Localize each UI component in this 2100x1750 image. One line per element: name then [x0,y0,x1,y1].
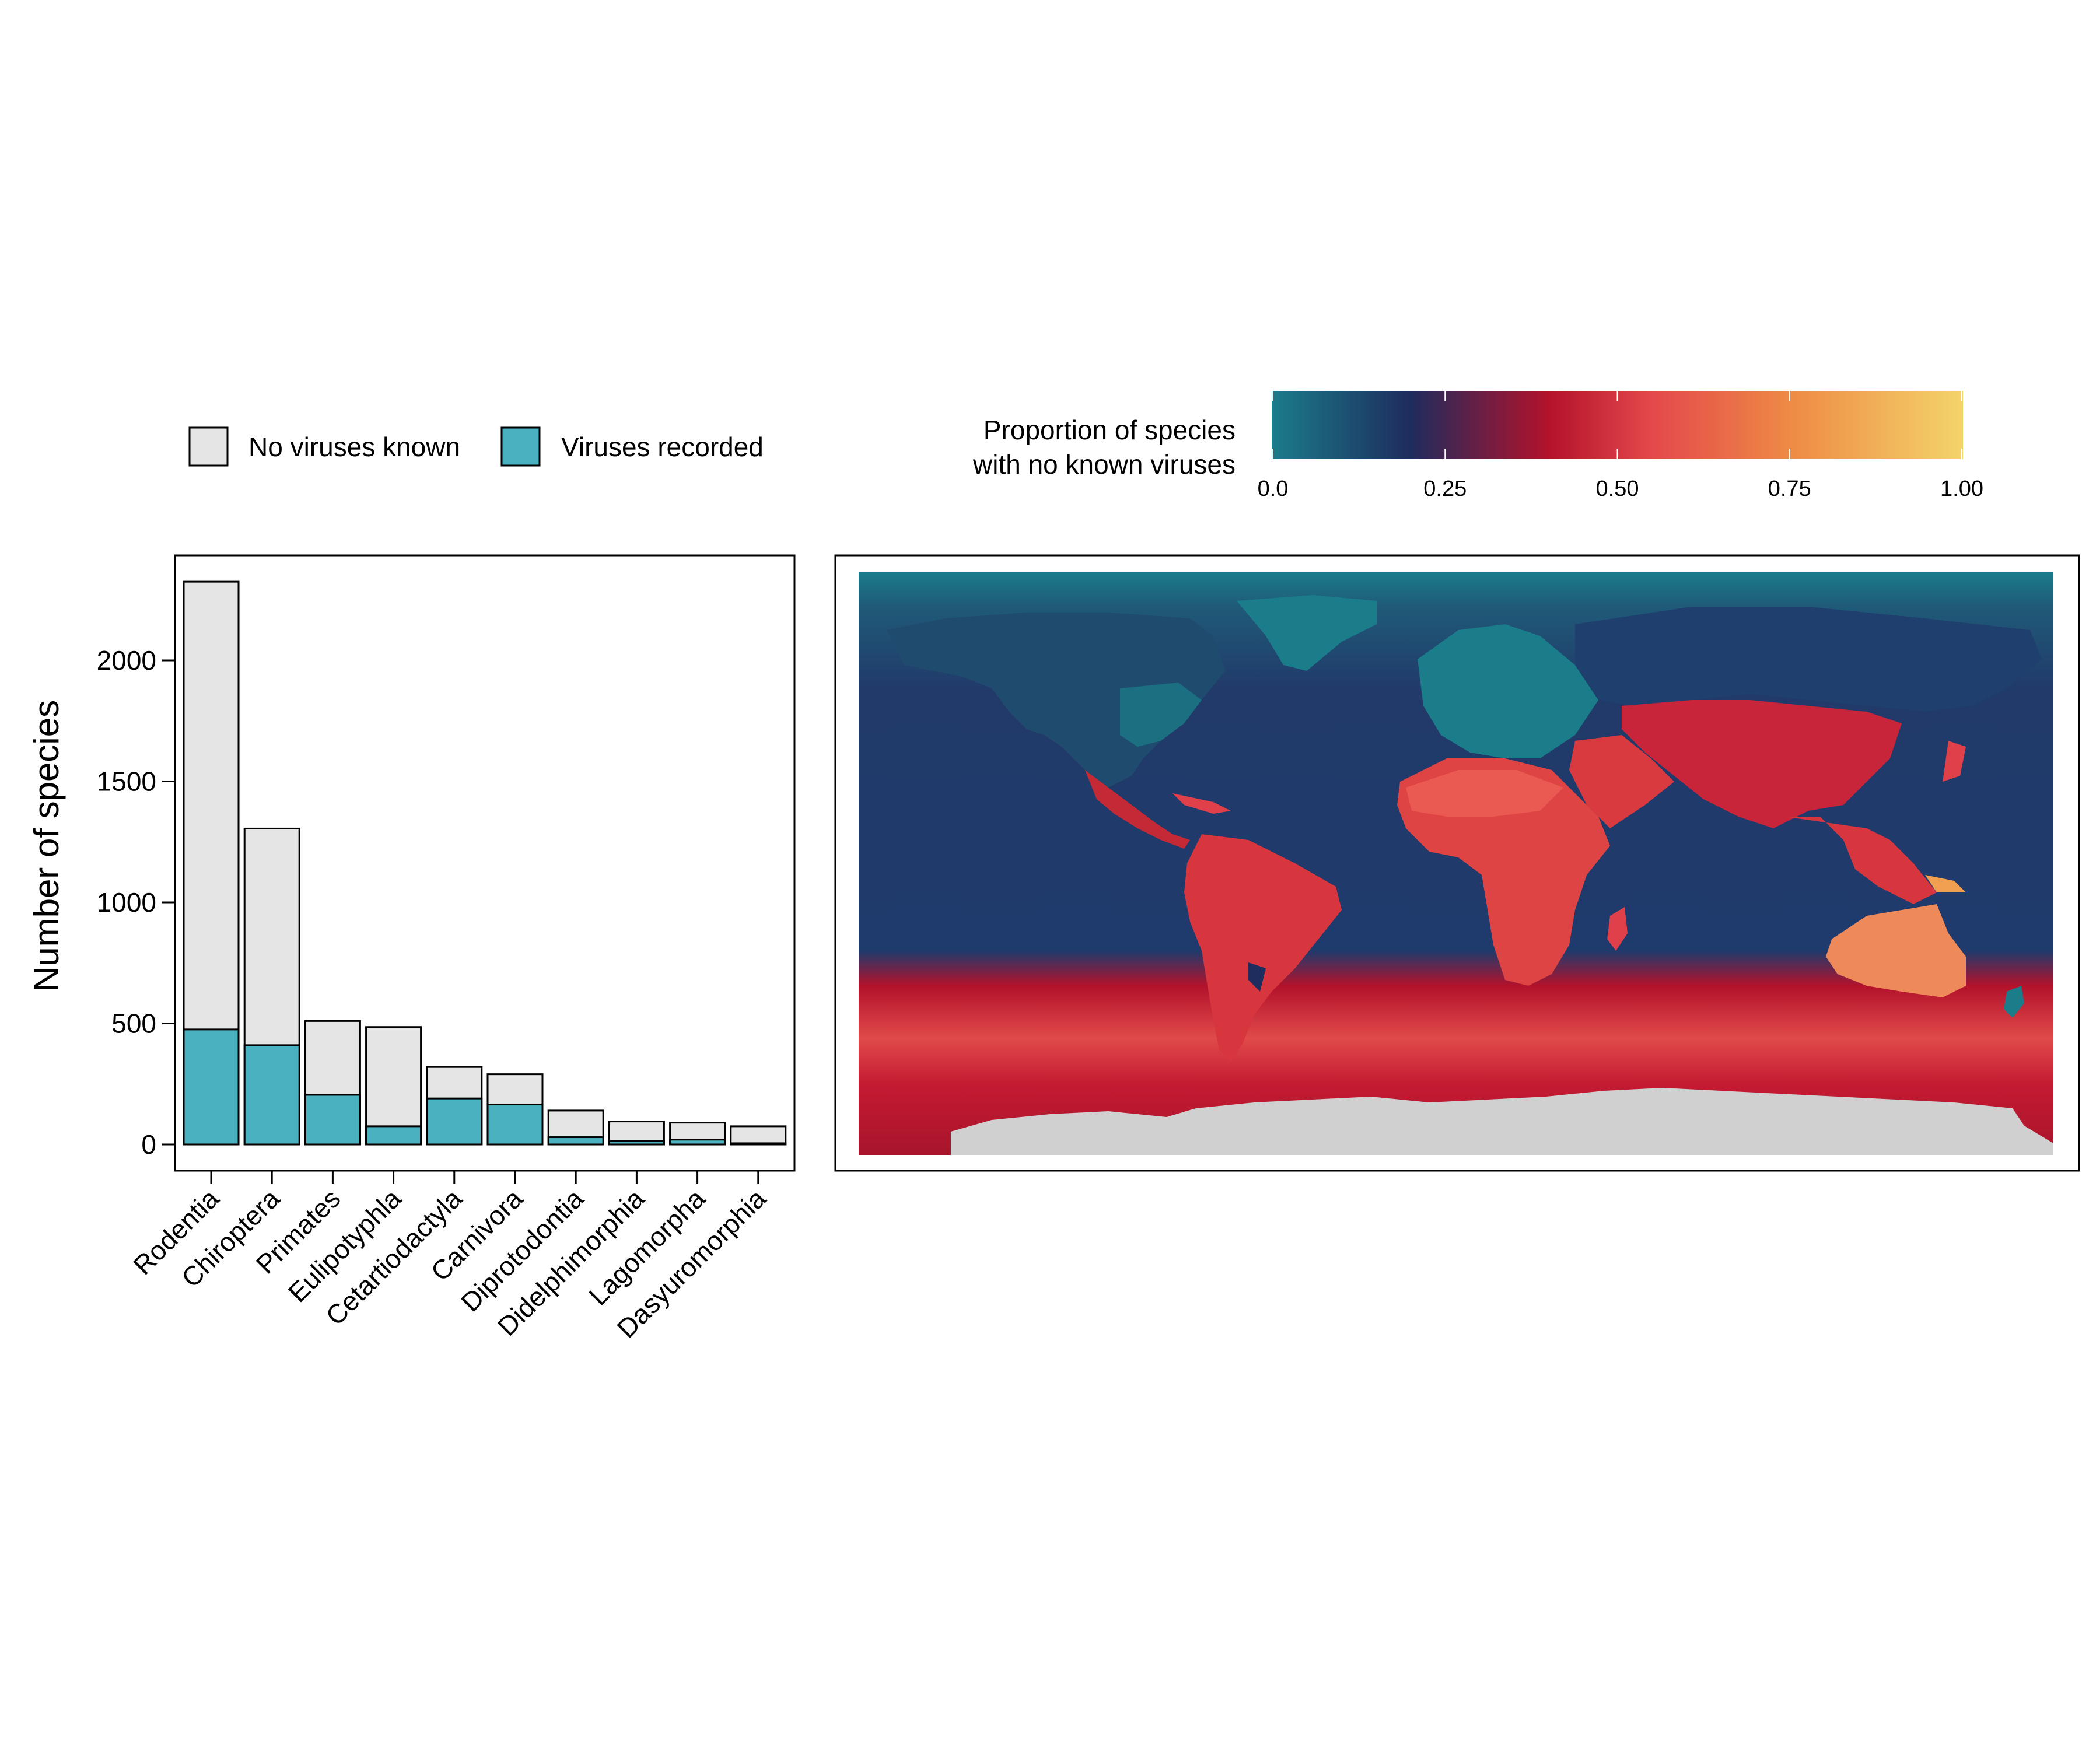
bars [183,580,787,1146]
colorbar-tick-label: 1.00 [1940,477,1983,501]
x-axis: RodentiaChiropteraPrimatesEulipotyphlaCe… [127,1171,772,1344]
europe [1418,624,1598,758]
colorbar-title-line1: Proportion of species [984,415,1236,445]
bar-viruses-recorded [183,1028,240,1146]
japan [1943,741,1966,782]
central-america [1085,770,1190,849]
southeast-asia [1785,817,1937,904]
y-tick-label: 1000 [97,887,156,918]
map-panel [834,554,2080,1172]
colorbar: Proportion of species with no known viru… [972,391,1983,501]
bar-chart: Number of species 0 500 1000 1500 2000 Roden… [27,554,796,1344]
bar-viruses-recorded [669,1139,726,1146]
colorbar-ticks: 0.0 0.25 0.50 0.75 1.00 [1258,391,1983,501]
y-tick-label: 500 [111,1009,156,1039]
new-guinea [1925,875,1966,892]
colorbar-title-line2: with no known viruses [972,449,1236,480]
bar-viruses-recorded [304,1094,361,1146]
south-america [1184,834,1342,1062]
bar-viruses-recorded [547,1136,604,1146]
africa-sahara [1406,770,1563,817]
asia-central [1622,700,1902,828]
colorbar-tick-label: 0.75 [1768,477,1811,501]
colorbar-tick-label: 0.0 [1258,477,1289,501]
bar-no-viruses-known [365,1026,422,1146]
caribbean [1172,793,1231,814]
y-axis: 0 500 1000 1500 2000 [97,645,175,1160]
y-axis-label: Number of species [27,700,66,992]
new-zealand [2004,986,2024,1018]
legend-swatch-viruses-recorded [501,426,541,467]
legend-label-no-viruses: No viruses known [249,432,460,462]
legend-swatch-no-viruses [188,426,229,467]
colorbar-tick-label: 0.50 [1596,477,1639,501]
bar-viruses-recorded [365,1125,422,1146]
y-tick-label: 0 [141,1129,156,1160]
madagascar [1607,907,1628,951]
bar-viruses-recorded [426,1097,483,1146]
bar-no-viruses-known [730,1125,787,1146]
north-america-east [1120,682,1202,747]
greenland [1237,595,1377,671]
middle-east [1569,735,1674,828]
bar-viruses-recorded [487,1104,544,1146]
asia-north [1575,607,2042,712]
legend-label-viruses-recorded: Viruses recorded [561,432,764,462]
y-tick-label: 2000 [97,645,156,676]
world-map [859,572,2053,1155]
bar-viruses-recorded [608,1140,665,1146]
australia [1826,904,1966,998]
south-america-south [1248,963,1266,992]
bar-legend: No viruses known Viruses recorded [188,426,764,467]
antarctica [951,1088,2053,1155]
colorbar-tick-label: 0.25 [1423,477,1466,501]
bar-viruses-recorded [243,1044,300,1146]
y-tick-label: 1500 [97,766,156,797]
colorbar-bar [1272,391,1963,459]
bar-viruses-recorded [730,1142,787,1146]
